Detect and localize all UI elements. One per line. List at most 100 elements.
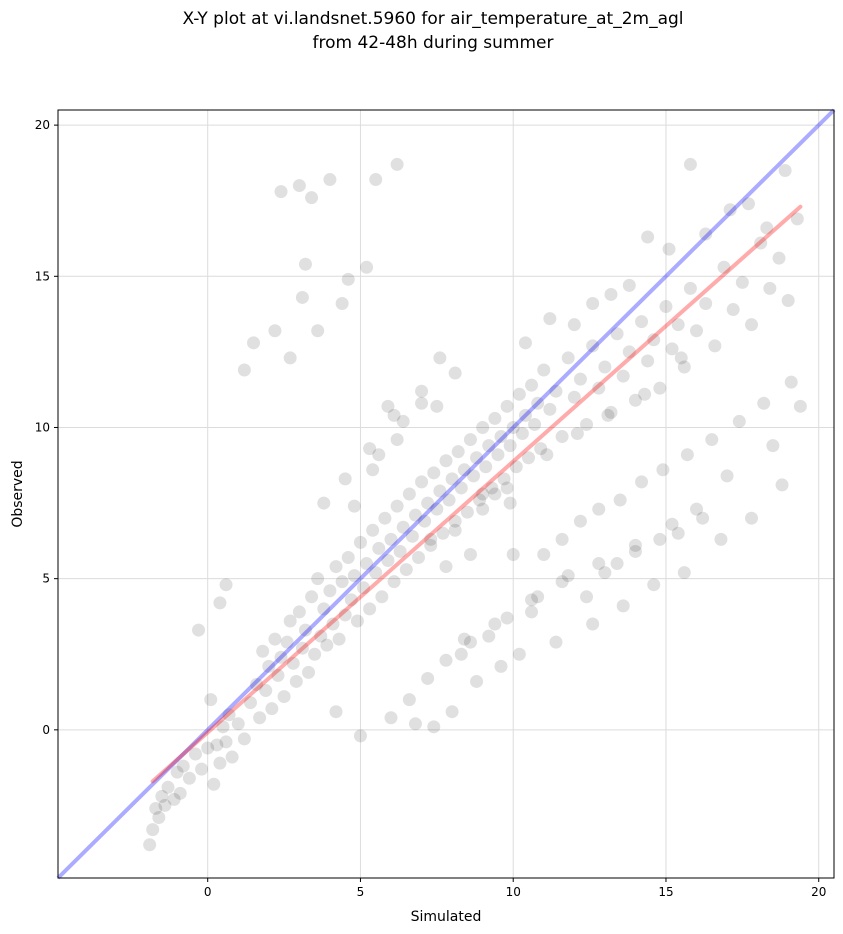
data-point [531,396,545,410]
data-point [451,445,465,459]
data-point [424,532,438,546]
data-point [393,544,407,558]
data-point [412,550,426,564]
data-point [237,363,251,377]
data-point [424,538,438,552]
data-point [341,550,355,564]
data-point [647,578,661,592]
data-point [384,532,398,546]
data-point [781,293,795,307]
data-point [515,427,529,441]
data-point [445,705,459,719]
data-point [592,557,606,571]
data-point [402,693,416,707]
data-point [741,197,755,211]
data-point [338,608,352,622]
chart-title-line1: X-Y plot at vi.landsnet.5960 for air_tem… [182,9,683,29]
data-point [381,399,395,413]
data-point [387,408,401,422]
data-point [677,360,691,374]
y-tick-label: 5 [42,572,50,586]
data-point [506,547,520,561]
data-point [613,493,627,507]
data-point [427,466,441,480]
data-point [509,460,523,474]
data-point [653,381,667,395]
data-point [616,369,630,383]
data-point [586,297,600,311]
data-point [448,523,462,537]
data-point [415,396,429,410]
data-point [344,593,358,607]
data-point [445,472,459,486]
data-point [592,502,606,516]
data-point [500,481,514,495]
data-point [295,641,309,655]
data-point [268,632,282,646]
data-point [347,499,361,513]
data-point [512,647,526,661]
data-point [735,275,749,289]
data-point [311,572,325,586]
data-points [143,157,807,852]
data-point [280,635,294,649]
data-point [463,433,477,447]
data-point [323,173,337,187]
data-point [638,387,652,401]
data-point [381,554,395,568]
data-point [699,227,713,241]
data-point [375,590,389,604]
data-point [170,765,184,779]
data-point [317,602,331,616]
data-point [372,448,386,462]
data-point [250,677,264,691]
data-point [641,230,655,244]
data-point [289,674,303,688]
data-point [479,460,493,474]
data-point [610,557,624,571]
data-point [555,575,569,589]
data-point [604,405,618,419]
data-point [326,617,340,631]
data-point [253,711,267,725]
y-tick-label: 10 [35,420,50,434]
data-point [470,451,484,465]
data-point [396,414,410,428]
data-point [262,659,276,673]
data-point [534,442,548,456]
data-point [231,717,245,731]
data-point [243,696,257,710]
data-point [402,487,416,501]
data-point [494,659,508,673]
data-point [720,469,734,483]
data-point [277,690,291,704]
data-point [476,502,490,516]
data-point [338,472,352,486]
data-point [219,735,233,749]
data-point [690,502,704,516]
data-point [653,532,667,546]
data-point [454,481,468,495]
data-point [314,629,328,643]
data-point [717,260,731,274]
data-point [317,496,331,510]
identity-line [56,108,836,880]
data-point [500,399,514,413]
data-point [705,433,719,447]
data-point [430,399,444,413]
data-point [353,729,367,743]
data-point [726,303,740,317]
data-point [586,617,600,631]
data-point [360,260,374,274]
x-axis-label: Simulated [411,909,482,925]
data-point [561,569,575,583]
data-point [610,327,624,341]
data-point [586,339,600,353]
data-point [387,575,401,589]
data-point [286,656,300,670]
data-point [641,354,655,368]
data-point [268,324,282,338]
data-point [662,242,676,256]
data-point [567,390,581,404]
